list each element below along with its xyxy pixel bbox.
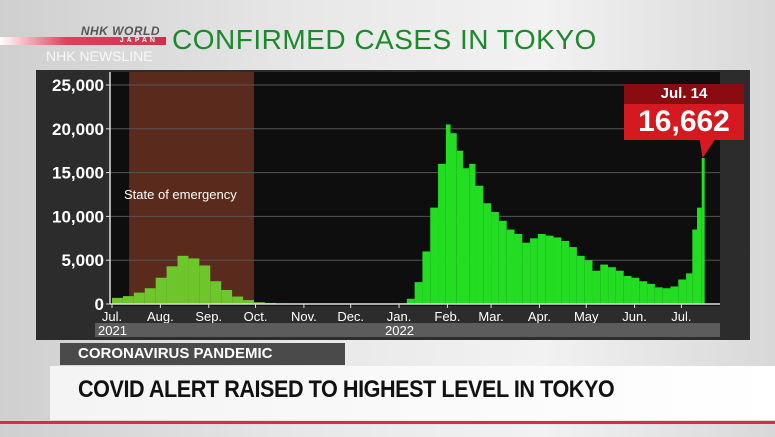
bar xyxy=(576,255,585,304)
bar xyxy=(483,203,492,304)
chart-title: CONFIRMED CASES IN TOKYO xyxy=(172,24,597,55)
x-tick-label: Feb. xyxy=(434,309,460,324)
callout-date: Jul. 14 xyxy=(624,84,744,104)
y-tick-label: 0 xyxy=(95,295,104,314)
x-tick-label: Apr. xyxy=(528,309,551,324)
bar xyxy=(243,300,254,304)
bar xyxy=(210,281,222,304)
bar xyxy=(522,242,531,304)
bar xyxy=(422,251,431,304)
x-tick-label: Dec. xyxy=(337,309,364,324)
bar xyxy=(600,264,609,304)
x-tick-label: Jan. xyxy=(387,309,412,324)
bar xyxy=(697,207,702,304)
bar xyxy=(491,212,499,304)
bar xyxy=(537,233,546,304)
x-tick-label: Jul. xyxy=(102,309,122,324)
headline-banner xyxy=(50,366,775,420)
x-tick-label: Aug. xyxy=(147,309,174,324)
callout-value: 16,662 xyxy=(624,104,744,140)
bar xyxy=(701,158,705,304)
bar xyxy=(253,302,265,304)
x-tick-label: Sep. xyxy=(195,309,222,324)
bar xyxy=(144,288,156,304)
bar xyxy=(639,281,648,304)
bar xyxy=(406,298,415,304)
bar xyxy=(561,240,570,304)
bar xyxy=(506,229,515,304)
bar xyxy=(631,277,640,304)
bar xyxy=(166,266,178,304)
bar xyxy=(463,168,470,304)
nhk-world-logo: NHK WORLD JAPAN xyxy=(0,24,166,46)
bar xyxy=(232,296,244,304)
bar xyxy=(414,282,423,304)
year-label: 2022 xyxy=(385,323,414,338)
bar xyxy=(155,277,167,304)
bar xyxy=(647,283,655,304)
accent-line xyxy=(0,421,775,424)
bar xyxy=(670,286,679,304)
y-tick-label: 25,000 xyxy=(52,76,104,95)
bar xyxy=(678,279,687,304)
x-tick-label: May xyxy=(574,309,599,324)
x-tick-label: Nov. xyxy=(291,309,317,324)
callout-pointer xyxy=(699,140,715,158)
bar xyxy=(475,185,484,304)
bar xyxy=(122,296,134,304)
y-tick-label: 15,000 xyxy=(52,164,104,183)
bar xyxy=(545,235,554,304)
x-tick-label: Mar. xyxy=(478,309,503,324)
y-tick-label: 20,000 xyxy=(52,120,104,139)
bar xyxy=(498,220,507,304)
bar xyxy=(553,237,562,304)
bar xyxy=(188,258,200,304)
y-tick-label: 5,000 xyxy=(61,251,104,270)
latest-value-callout: Jul. 14 16,662 xyxy=(624,84,744,140)
bar xyxy=(456,150,463,304)
bar xyxy=(623,275,632,304)
x-tick-label: Jun. xyxy=(622,309,647,324)
bar xyxy=(584,260,593,304)
bar xyxy=(530,238,538,304)
x-tick-label: Oct. xyxy=(244,309,268,324)
bar xyxy=(133,292,145,304)
bar xyxy=(569,247,577,304)
headline: COVID ALERT RAISED TO HIGHEST LEVEL IN T… xyxy=(78,376,615,403)
bar xyxy=(430,207,439,304)
bar xyxy=(514,233,523,304)
bar xyxy=(662,288,671,304)
bar xyxy=(692,229,697,304)
bar xyxy=(615,270,624,304)
bar xyxy=(112,297,123,304)
bar xyxy=(686,273,693,304)
x-tick-label: Jul. xyxy=(671,309,691,324)
program-name: NHK NEWSLINE xyxy=(46,48,153,64)
y-tick-label: 10,000 xyxy=(52,207,104,226)
bar xyxy=(469,163,476,304)
bar xyxy=(199,265,211,304)
year-bar xyxy=(95,323,720,337)
bar xyxy=(592,270,601,304)
bar xyxy=(450,133,457,304)
bar xyxy=(654,287,663,304)
bar xyxy=(608,267,616,304)
bar xyxy=(438,163,446,304)
bar xyxy=(445,124,451,304)
bar xyxy=(177,255,189,304)
topic-kicker: CORONAVIRUS PANDEMIC xyxy=(60,343,345,365)
year-label: 2021 xyxy=(98,323,127,338)
bar xyxy=(221,289,233,304)
state-of-emergency-label: State of emergency xyxy=(124,187,237,202)
